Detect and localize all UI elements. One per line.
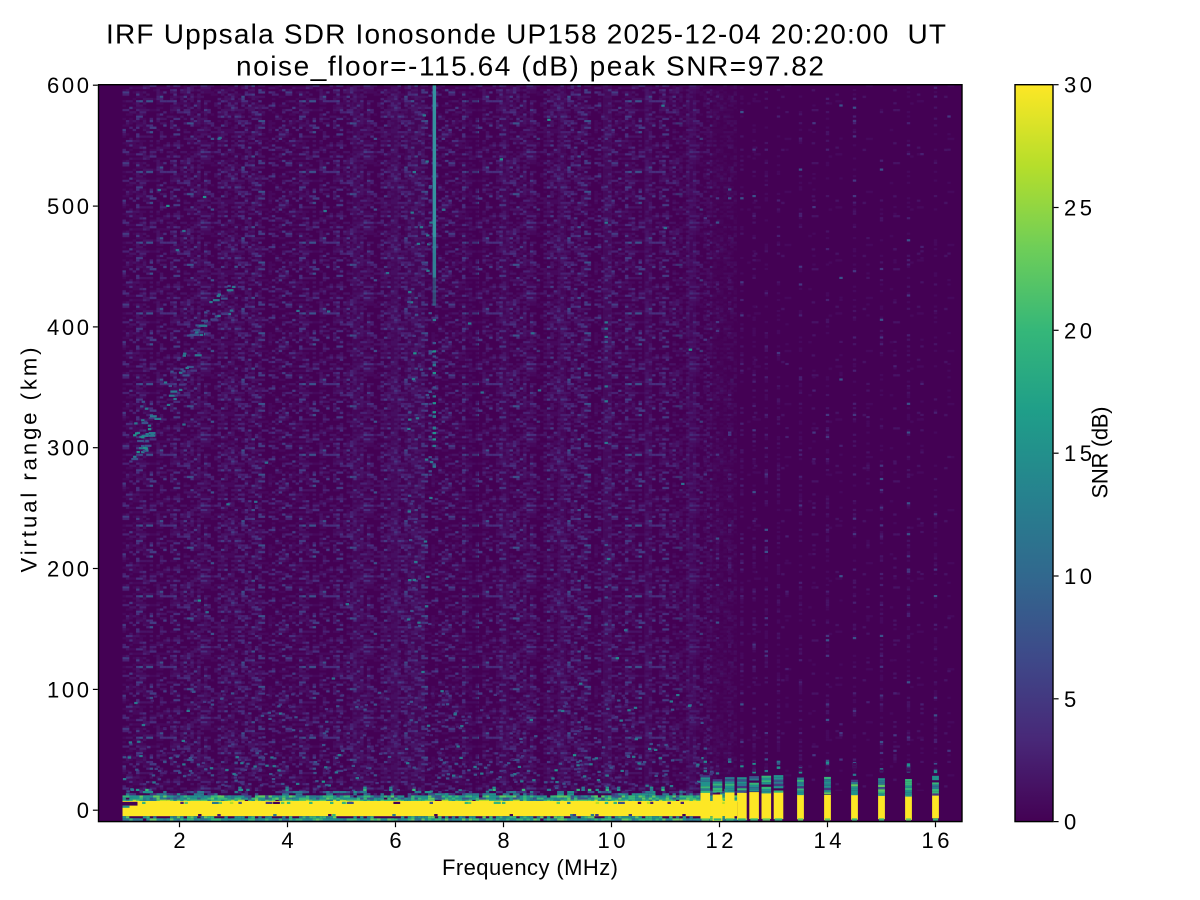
svg-text:400: 400 xyxy=(47,315,89,340)
svg-text:4: 4 xyxy=(281,828,293,853)
svg-text:200: 200 xyxy=(47,557,89,582)
svg-text:100: 100 xyxy=(47,677,89,702)
svg-text:5: 5 xyxy=(1064,687,1076,712)
svg-text:noise_floor=-115.64 (dB) peak: noise_floor=-115.64 (dB) peak SNR=97.82 xyxy=(236,51,824,82)
svg-text:500: 500 xyxy=(47,194,89,219)
svg-text:Frequency (MHz): Frequency (MHz) xyxy=(442,855,618,880)
svg-text:0: 0 xyxy=(77,798,89,823)
svg-text:SNR (dB): SNR (dB) xyxy=(1088,407,1113,499)
svg-text:IRF Uppsala SDR Ionosonde UP15: IRF Uppsala SDR Ionosonde UP158 2025-12-… xyxy=(106,19,946,50)
svg-text:0: 0 xyxy=(1064,810,1076,835)
svg-text:600: 600 xyxy=(47,73,89,98)
svg-text:300: 300 xyxy=(47,436,89,461)
svg-text:8: 8 xyxy=(497,828,509,853)
svg-text:2: 2 xyxy=(173,828,185,853)
svg-text:6: 6 xyxy=(389,828,401,853)
svg-text:Virtual range (km): Virtual range (km) xyxy=(17,348,42,573)
